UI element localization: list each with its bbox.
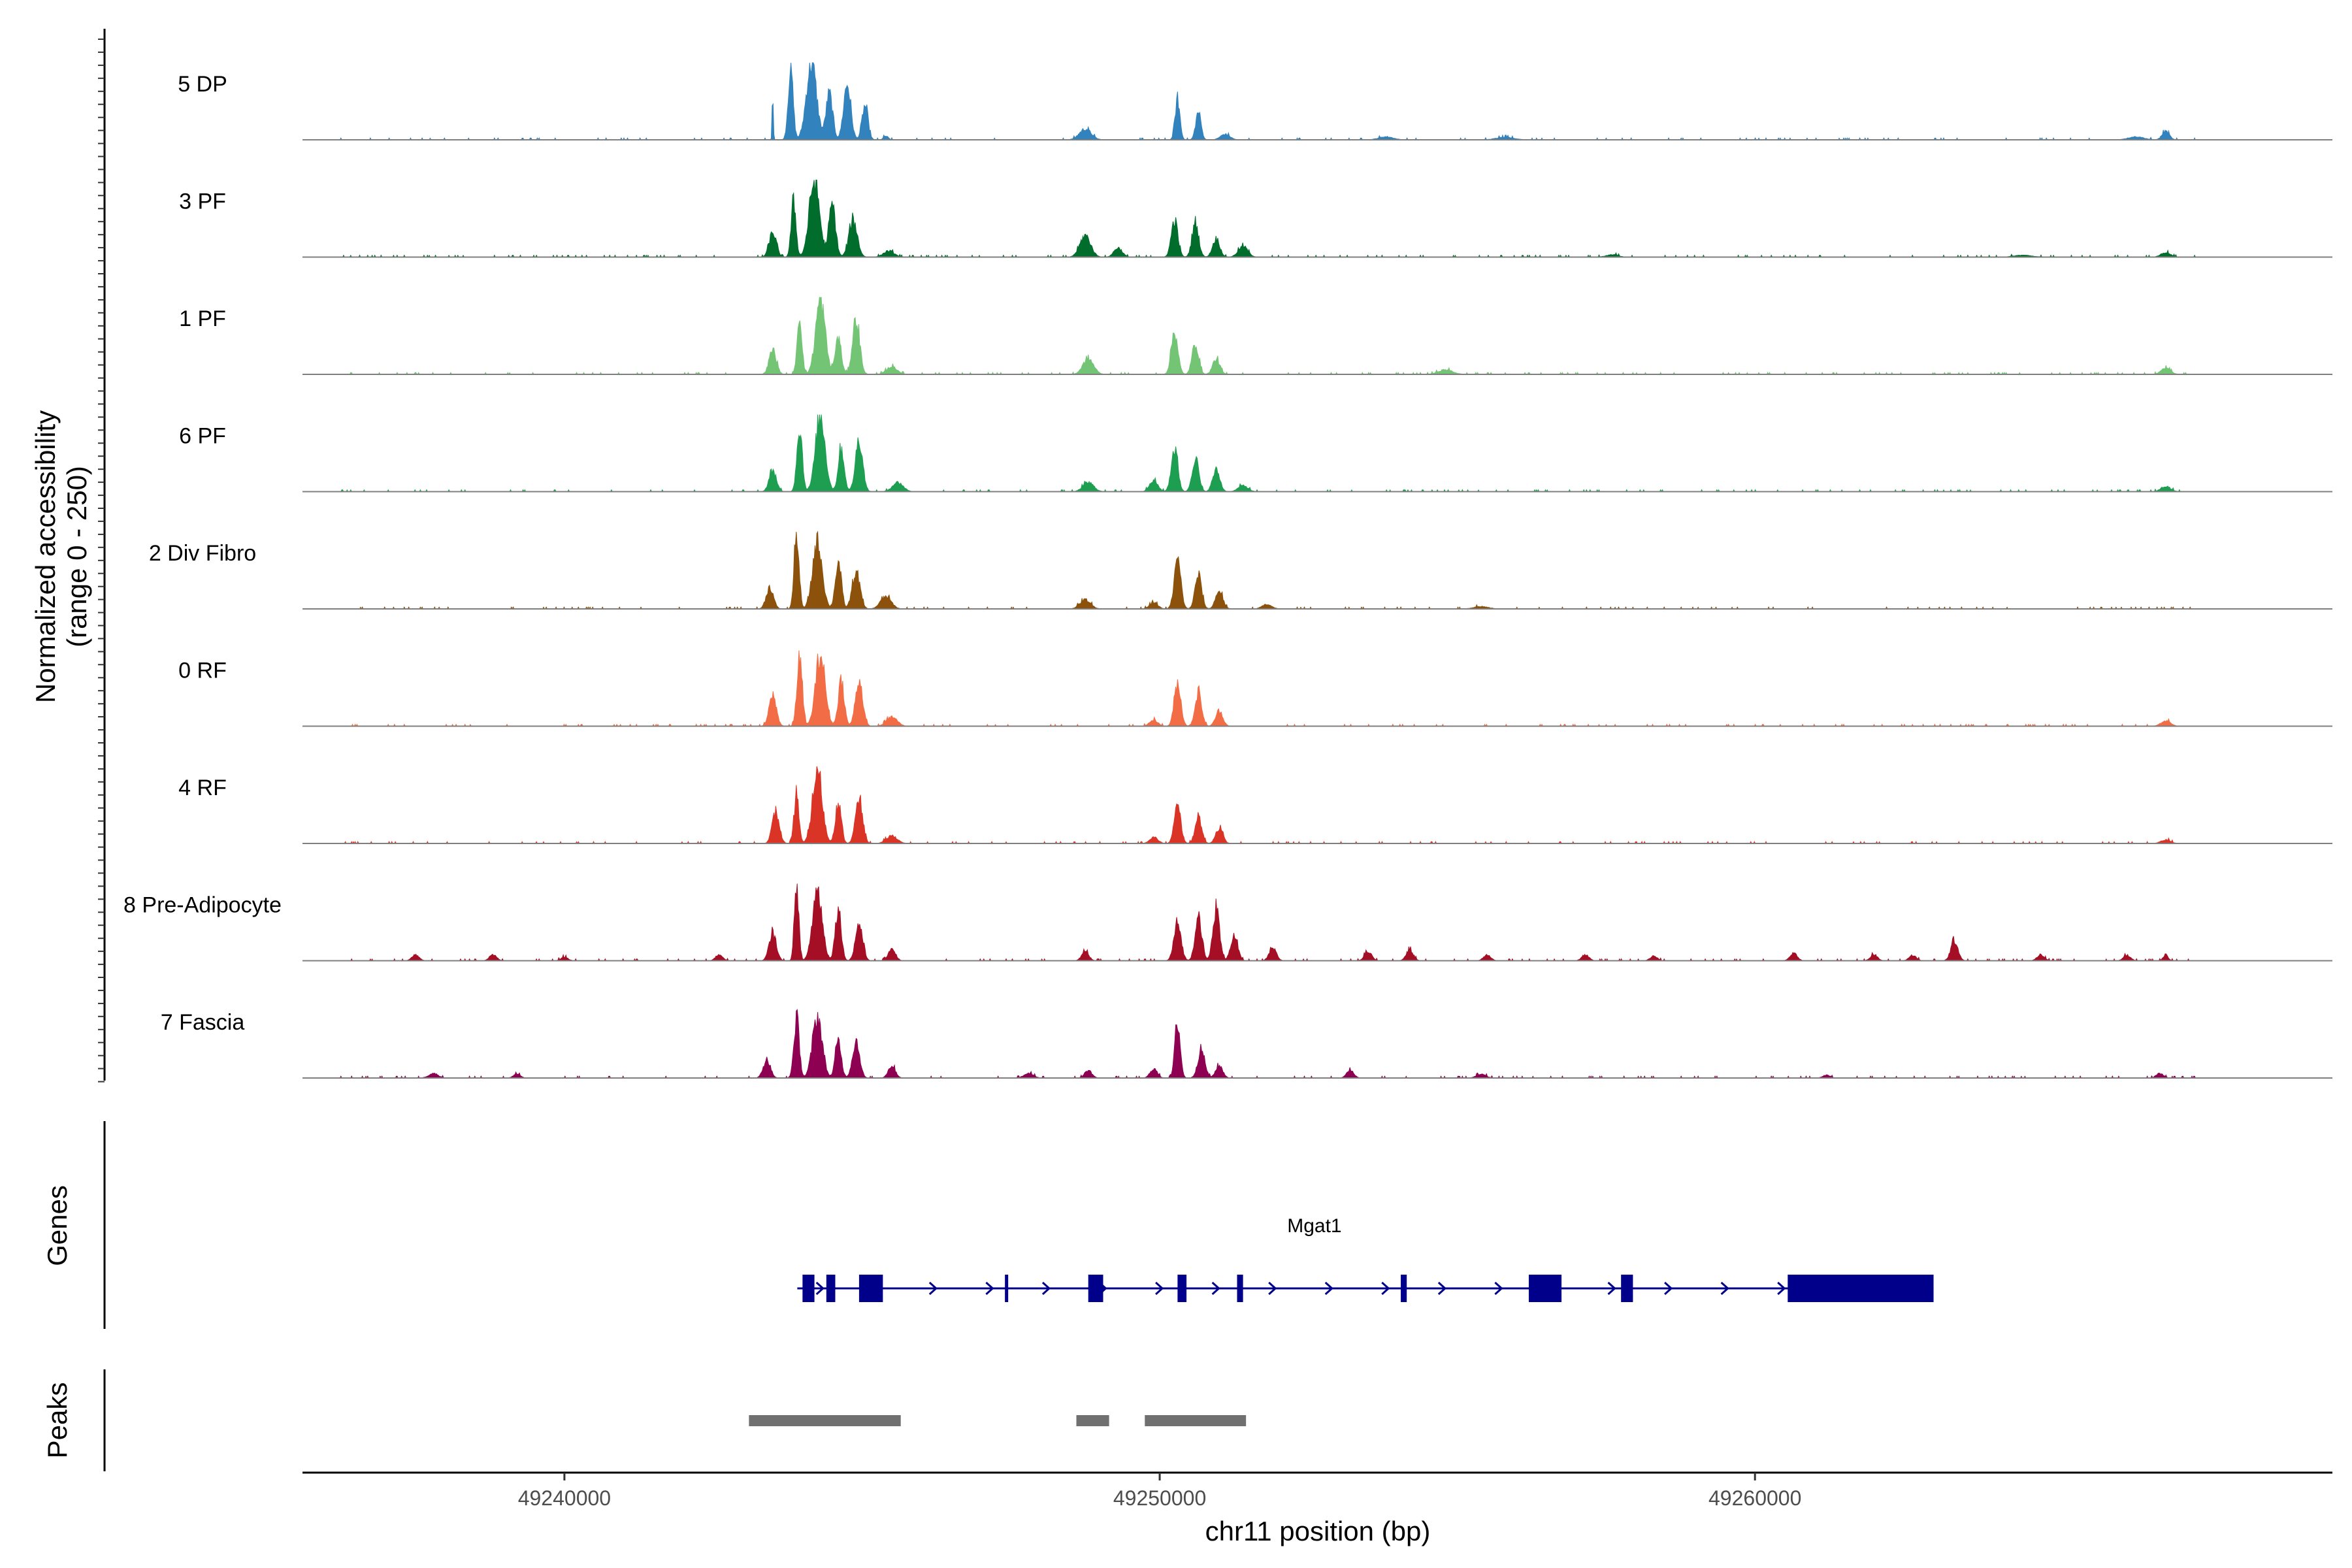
strand-arrow [1155, 1281, 1164, 1296]
track-label: 6 PF [179, 424, 226, 449]
strand-arrow [815, 1281, 825, 1296]
track-label: 3 PF [179, 189, 226, 214]
strand-arrow [1381, 1281, 1390, 1296]
strand-arrow [928, 1281, 938, 1296]
track-1-pf: 1 PF [179, 297, 2332, 376]
strand-arrow [1324, 1281, 1333, 1296]
y-axis-title-line2: (range 0 - 250) [61, 466, 92, 647]
track-label: 4 RF [178, 776, 227, 800]
gene-exon [826, 1275, 836, 1302]
track-label: 8 Pre-Adipocyte [123, 893, 282, 918]
gene-exon [1005, 1275, 1009, 1302]
gene-exon [1237, 1275, 1243, 1302]
peaks-title: Peaks [42, 1382, 73, 1459]
track-label: 5 DP [178, 72, 227, 97]
gene-exon [1088, 1275, 1103, 1302]
x-axis-title: chr11 position (bp) [1205, 1516, 1431, 1546]
gene-name: Mgat1 [1287, 1215, 1341, 1237]
track-0-rf: 0 RF [178, 650, 2332, 727]
strand-arrow [1041, 1281, 1051, 1296]
strand-arrow [1211, 1281, 1220, 1296]
strand-arrow [1607, 1281, 1616, 1296]
accessibility-tracks: 5 DP 3 PF 1 PF 6 PF 2 Div Fibro 0 RF 4 RF 8 Pre… [123, 62, 2332, 1079]
track-3-pf: 3 PF [179, 180, 2332, 258]
x-axis: 49240000 49250000 49260000 [302, 1471, 2332, 1510]
strand-arrow [1437, 1281, 1447, 1296]
peak-region [749, 1415, 901, 1426]
gene-exon [1788, 1275, 1934, 1302]
genes-track: Mgat1 [797, 1215, 1934, 1302]
strand-arrow [1494, 1281, 1503, 1296]
gene-exon [1621, 1275, 1633, 1302]
x-tick-label: 49260000 [1708, 1486, 1801, 1510]
gene-exon [1177, 1275, 1187, 1302]
track-4-rf: 4 RF [178, 766, 2332, 845]
gene-mgat1: Mgat1 [797, 1215, 1934, 1302]
x-tick-label: 49240000 [518, 1486, 611, 1510]
track-label: 1 PF [179, 306, 226, 331]
accessibility-y-axis [98, 29, 106, 1083]
gene-exon [1528, 1275, 1562, 1302]
track-7-fascia: 7 Fascia [161, 1009, 2332, 1079]
peak-region [1076, 1415, 1109, 1426]
strand-arrow [1664, 1281, 1673, 1296]
gene-exon [858, 1275, 883, 1302]
x-tick-label: 49250000 [1113, 1486, 1206, 1510]
strand-arrow [1720, 1281, 1729, 1296]
gene-exon [802, 1275, 815, 1302]
track-label: 2 Div Fibro [149, 541, 256, 566]
track-label: 7 Fascia [161, 1010, 245, 1035]
track-5-dp: 5 DP [178, 62, 2332, 141]
strand-arrow [985, 1281, 994, 1296]
track-label: 0 RF [178, 659, 227, 683]
accessibility-y-title: Normalized accessibility (range 0 - 250) [30, 410, 92, 703]
y-axis-title-line1: Normalized accessibility [30, 410, 61, 703]
strand-arrow [1268, 1281, 1277, 1296]
genes-title: Genes [42, 1185, 73, 1266]
track-6-pf: 6 PF [179, 414, 2332, 493]
track-2-div-fibro: 2 Div Fibro [149, 531, 2332, 610]
peaks-track [749, 1415, 1247, 1426]
gene-exon [1401, 1275, 1407, 1302]
track-8-pre-adipocyte: 8 Pre-Adipocyte [123, 883, 2332, 962]
peak-region [1145, 1415, 1247, 1426]
strand-arrow [1777, 1281, 1786, 1296]
